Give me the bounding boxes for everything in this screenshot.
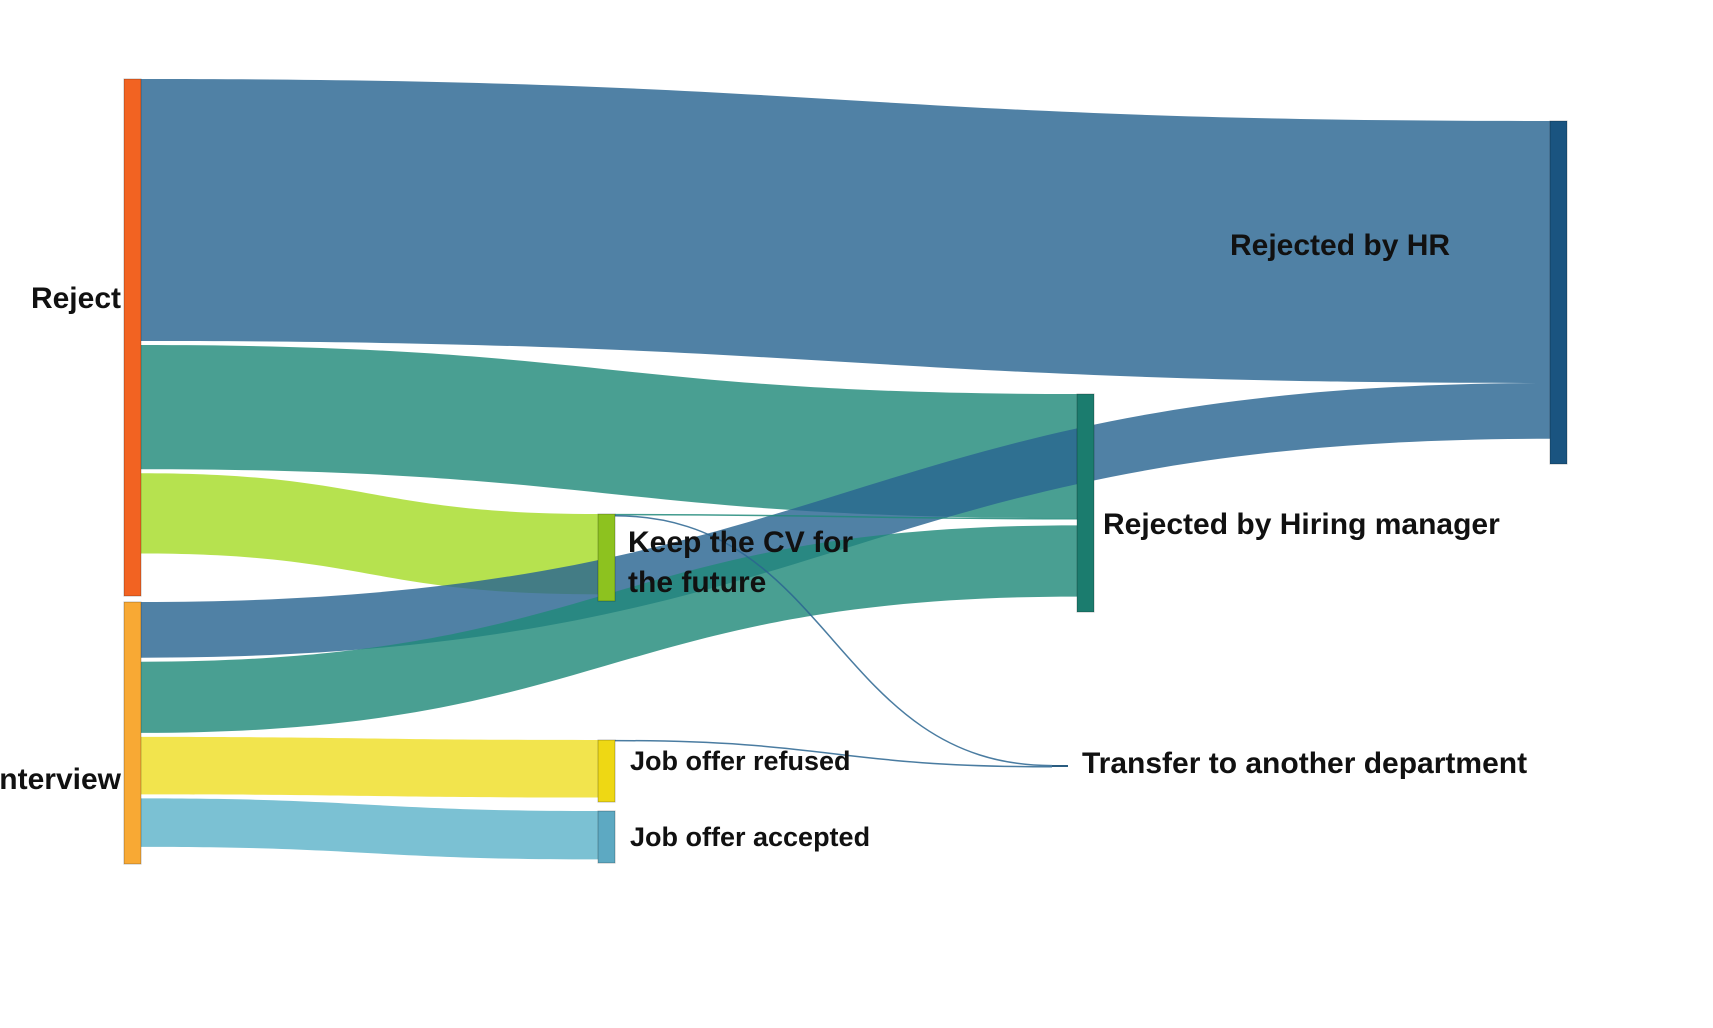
node-interview: [123, 601, 142, 865]
link-reject-to-hr: [141, 79, 1550, 384]
link-interview-to-hr: [141, 383, 1550, 658]
node-hr: [1549, 120, 1568, 465]
label-line: Rejected by Hiring manager: [1103, 508, 1500, 541]
link-offer_refused-to-transfer: [614, 739, 1053, 768]
node-hiring-manager: [1076, 393, 1095, 613]
node-transfer: [1052, 765, 1068, 767]
label-transfer: Transfer to another department: [1082, 747, 1527, 780]
label-line: Job offer accepted: [630, 822, 870, 852]
label-line: Reject: [31, 282, 121, 315]
label-hiring-manager: Rejected by Hiring manager: [1103, 508, 1500, 541]
label-line: the future: [628, 566, 766, 599]
link-keep_cv-to-transfer: [614, 515, 1053, 767]
link-reject-to-keep_cv: [141, 473, 598, 595]
node-keep-cv: [597, 513, 616, 602]
label-keep-cv: Keep the CV for the future: [628, 526, 853, 599]
label-line: Job offer refused: [630, 746, 851, 776]
link-interview-to-offer_refused: [141, 736, 598, 798]
label-offer-accepted: Job offer accepted: [630, 822, 870, 852]
node-offer-accepted: [597, 810, 616, 864]
label-offer-refused: Job offer refused: [630, 746, 851, 776]
label-line: Rejected by HR: [1230, 229, 1450, 262]
label-line: Interview: [0, 763, 122, 796]
label-line: Keep the CV for: [628, 526, 853, 559]
label-hr: Rejected by HR: [1230, 229, 1450, 262]
sankey-nodes: [123, 78, 1568, 865]
node-offer-refused: [597, 739, 616, 803]
sankey-labels: Reject Interview Keep the CV for the future…: [0, 229, 1527, 852]
node-reject: [123, 78, 142, 597]
link-keep_cv-to-hiring_manager: [614, 513, 1078, 520]
link-interview-to-hiring_manager: [141, 525, 1077, 733]
link-interview-to-offer_accepted: [141, 798, 598, 860]
sankey-links: [141, 79, 1550, 860]
label-interview: Interview: [0, 763, 122, 796]
link-reject-to-hiring_manager: [141, 345, 1077, 519]
label-line: Transfer to another department: [1082, 747, 1527, 780]
label-reject: Reject: [31, 282, 121, 315]
